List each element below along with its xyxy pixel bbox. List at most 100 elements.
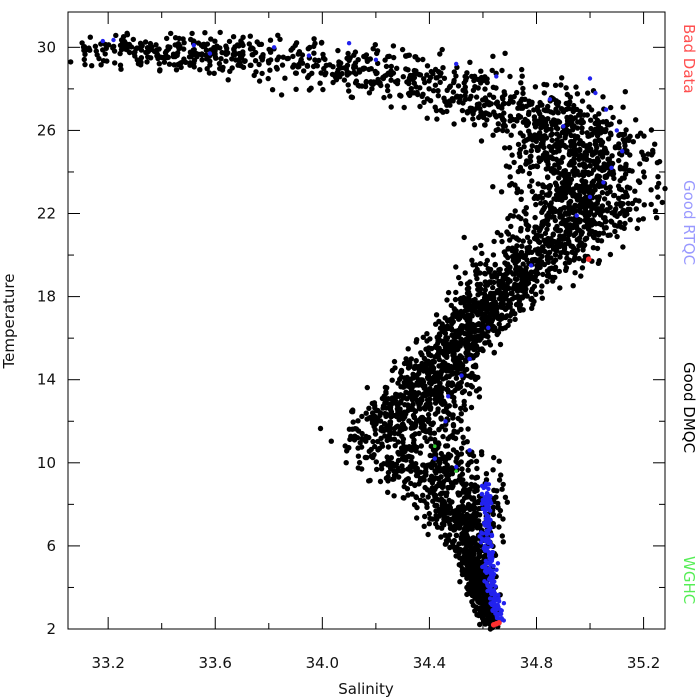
dmqc-point xyxy=(117,42,124,49)
dmqc-point xyxy=(217,65,223,72)
dmqc-point xyxy=(366,405,372,411)
dmqc-point xyxy=(478,326,485,332)
dmqc-point xyxy=(569,127,576,133)
dmqc-point xyxy=(567,229,573,236)
dmqc-point xyxy=(549,168,555,174)
dmqc-point xyxy=(583,179,589,185)
dmqc-point xyxy=(446,532,453,538)
dmqc-point xyxy=(580,119,586,126)
dmqc-point xyxy=(574,106,580,113)
dmqc-point xyxy=(592,220,598,227)
dmqc-point xyxy=(218,56,224,62)
dmqc-point xyxy=(539,189,545,195)
dmqc-point xyxy=(513,235,520,242)
dmqc-point xyxy=(385,87,391,94)
dmqc-point xyxy=(385,444,392,450)
dmqc-point xyxy=(490,467,496,473)
dmqc-point xyxy=(600,119,606,125)
dmqc-point xyxy=(458,280,464,287)
dmqc-point xyxy=(388,77,394,83)
bad-data-point xyxy=(585,256,592,263)
dmqc-point xyxy=(572,251,578,257)
x-tick-label: 33.6 xyxy=(198,654,231,672)
dmqc-point xyxy=(450,89,457,95)
dmqc-point xyxy=(376,445,383,452)
dmqc-point xyxy=(393,412,399,419)
dmqc-point xyxy=(560,109,567,115)
dmqc-point xyxy=(353,78,360,84)
x-tick-label: 35.2 xyxy=(627,654,660,672)
dmqc-point xyxy=(494,488,500,494)
dmqc-point xyxy=(102,51,108,57)
dmqc-point xyxy=(489,274,495,280)
y-tick-label: 22 xyxy=(37,205,56,223)
dmqc-point xyxy=(535,104,541,111)
dmqc-point xyxy=(379,395,386,402)
dmqc-point xyxy=(517,146,523,153)
dmqc-point xyxy=(406,52,412,58)
dmqc-point xyxy=(461,234,467,241)
dmqc-point xyxy=(622,189,629,195)
dmqc-point xyxy=(566,259,572,266)
dmqc-point xyxy=(389,395,395,401)
dmqc-point xyxy=(476,394,483,400)
rtqc-point xyxy=(480,564,485,570)
dmqc-point xyxy=(98,62,104,68)
dmqc-point xyxy=(618,152,625,158)
rtqc-point xyxy=(489,587,494,593)
dmqc-point xyxy=(529,178,535,184)
dmqc-point xyxy=(126,49,133,56)
dmqc-point xyxy=(587,162,593,169)
dmqc-point xyxy=(539,219,546,225)
dmqc-point xyxy=(456,339,463,346)
dmqc-point xyxy=(460,323,466,329)
dmqc-point xyxy=(618,187,625,193)
dmqc-point xyxy=(611,175,617,182)
dmqc-point xyxy=(435,88,441,94)
dmqc-point xyxy=(423,401,429,408)
dmqc-point xyxy=(443,335,449,341)
dmqc-point xyxy=(614,201,620,207)
dmqc-point xyxy=(436,331,443,337)
legend-item: Good RTQC xyxy=(680,180,698,265)
dmqc-point xyxy=(473,364,479,370)
dmqc-point xyxy=(607,251,614,258)
dmqc-point xyxy=(359,430,365,437)
dmqc-point xyxy=(625,200,631,207)
dmqc-point xyxy=(529,188,535,195)
dmqc-point xyxy=(368,446,374,453)
dmqc-point xyxy=(216,60,223,67)
dmqc-point xyxy=(648,201,654,208)
dmqc-point xyxy=(511,294,518,301)
dmqc-point xyxy=(405,466,411,472)
dmqc-point xyxy=(445,289,452,296)
dmqc-point xyxy=(437,491,444,497)
dmqc-point xyxy=(451,544,457,551)
dmqc-point xyxy=(577,217,583,223)
dmqc-point xyxy=(478,449,485,455)
dmqc-point xyxy=(435,406,441,412)
dmqc-point xyxy=(459,503,466,510)
dmqc-point xyxy=(492,325,498,331)
wghc-point xyxy=(433,444,437,449)
dmqc-point xyxy=(620,208,626,214)
dmqc-point xyxy=(556,268,562,275)
dmqc-point xyxy=(527,183,533,189)
rtqc-point xyxy=(346,41,352,46)
rtqc-point xyxy=(482,484,488,490)
dmqc-point xyxy=(495,504,501,510)
dmqc-point xyxy=(605,156,611,162)
dmqc-point xyxy=(456,316,462,322)
dmqc-point xyxy=(538,125,544,131)
dmqc-point xyxy=(173,67,180,73)
dmqc-point xyxy=(458,451,465,457)
rtqc-point xyxy=(494,74,499,79)
dmqc-point xyxy=(391,493,397,499)
dmqc-point xyxy=(204,41,211,47)
rtqc-point xyxy=(496,592,501,598)
dmqc-point xyxy=(561,142,567,149)
dmqc-point xyxy=(592,187,598,193)
dmqc-point xyxy=(411,72,418,78)
dmqc-point xyxy=(588,146,594,152)
dmqc-point xyxy=(500,127,506,134)
